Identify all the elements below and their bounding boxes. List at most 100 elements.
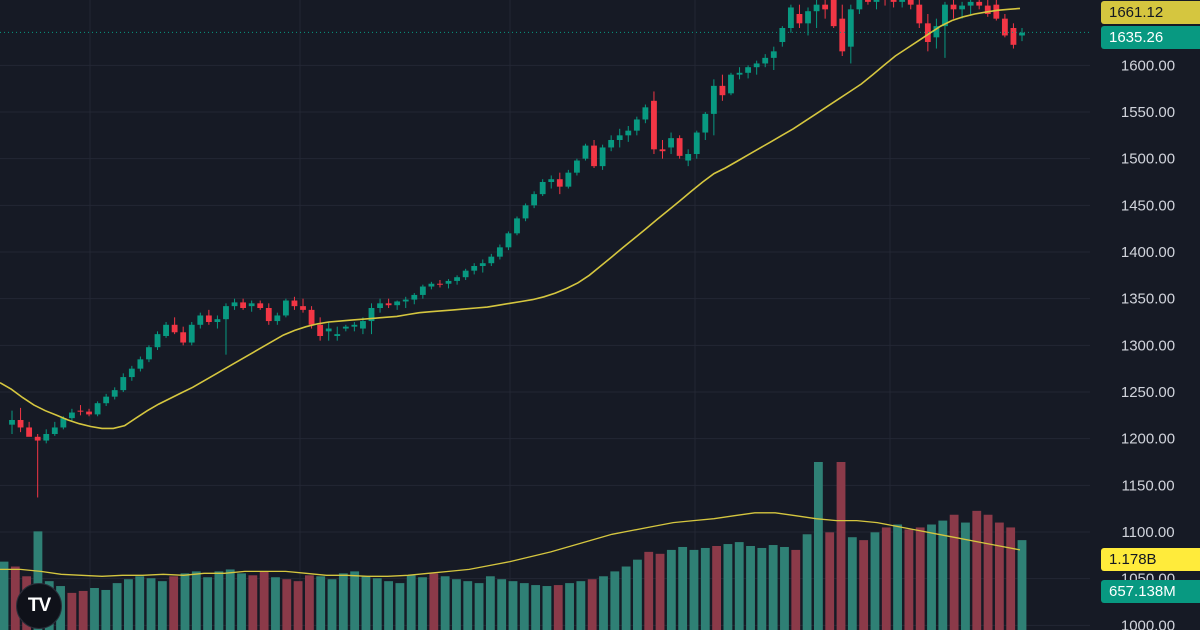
candle-body	[796, 14, 803, 24]
volume-bar	[384, 581, 393, 630]
tradingview-logo-icon[interactable]: TV	[16, 583, 62, 629]
volume-bar	[180, 573, 190, 630]
candle-body	[899, 0, 906, 2]
candle-body	[146, 347, 152, 360]
candle-body	[753, 63, 760, 68]
volume-bar	[191, 571, 201, 630]
candle-body	[522, 205, 529, 219]
candle-body	[967, 1, 974, 6]
candle-body	[693, 132, 700, 154]
volume-bar	[700, 547, 710, 630]
candle-body	[163, 324, 169, 336]
candle-body	[9, 420, 15, 425]
candle-body	[642, 107, 649, 120]
candle-body	[197, 315, 204, 325]
candle-body	[171, 324, 178, 333]
candle-body	[103, 396, 110, 404]
volume-bar	[757, 547, 767, 630]
volume-tag: 657.138M	[1101, 580, 1200, 603]
volume-bar	[780, 546, 789, 630]
candle-body	[942, 4, 948, 27]
candle-body	[496, 247, 503, 257]
price-axis-label: 1150.00	[1121, 477, 1174, 494]
volume-bar	[678, 546, 688, 630]
candle-body	[419, 286, 426, 295]
volume-moving-average	[0, 512, 1021, 577]
volume-bar	[0, 561, 9, 630]
volume-bar	[316, 576, 326, 630]
candle-body	[308, 309, 315, 325]
candle-body	[736, 72, 743, 75]
volume-bar	[565, 583, 574, 630]
candle-body	[60, 418, 67, 428]
price-axis-label: 1600.00	[1121, 57, 1175, 74]
volume-bar	[350, 571, 360, 630]
price-axis-label: 1300.00	[1121, 337, 1175, 354]
price-candles	[9, 0, 1025, 498]
volume-bar	[214, 571, 224, 630]
logo-text: TV	[27, 595, 51, 616]
candle-body	[873, 0, 880, 2]
volume-bar	[859, 540, 869, 630]
volume-bar	[644, 551, 654, 630]
candle-body	[86, 411, 92, 415]
volume-bar	[927, 524, 936, 630]
volume-bar	[169, 576, 179, 630]
candle-body	[574, 160, 580, 173]
candle-body	[342, 326, 349, 329]
candle-body	[26, 427, 33, 437]
candle-body	[745, 67, 752, 73]
candle-body	[548, 179, 555, 182]
volume-bar	[881, 527, 891, 630]
candle-body	[334, 334, 341, 336]
volume-bar	[961, 522, 970, 630]
candle-body	[377, 303, 383, 308]
volume-bar	[734, 542, 744, 630]
candle-body	[488, 256, 495, 264]
candle-body	[1019, 32, 1025, 36]
candle-body	[1001, 18, 1008, 36]
volume-bar	[994, 522, 1004, 630]
candle-body	[659, 149, 666, 152]
candle-body	[625, 130, 632, 136]
candle-body	[907, 0, 914, 5]
volume-bar	[723, 544, 733, 630]
candle-body	[685, 154, 692, 161]
volume-bar	[621, 566, 631, 630]
candle-body	[180, 332, 187, 343]
candle-body	[505, 233, 512, 248]
volume-bar	[361, 576, 371, 630]
volume-bar	[519, 583, 529, 630]
candle-body	[248, 303, 255, 307]
candle-body	[300, 306, 306, 310]
candle-body	[17, 420, 24, 428]
candle-body	[976, 1, 983, 6]
volume-bar	[406, 575, 416, 630]
volume-bar	[825, 532, 835, 630]
volume-bar	[972, 510, 982, 630]
volume-bar	[112, 583, 122, 630]
ma-value-tag: 1661.12	[1101, 1, 1200, 24]
candle-body	[531, 194, 538, 206]
candle-body	[916, 4, 923, 24]
volume-bar	[915, 527, 925, 630]
candle-body	[257, 303, 264, 308]
volume-bar	[67, 592, 77, 630]
volume-bar	[746, 546, 755, 630]
candle-body	[428, 283, 435, 287]
candle-body	[51, 427, 58, 434]
volume-bar	[813, 462, 823, 630]
candle-body	[1010, 28, 1017, 45]
candle-body	[950, 4, 957, 10]
candle-body	[223, 306, 229, 320]
candle-body	[43, 434, 50, 441]
volume-bar	[474, 583, 484, 630]
volume-bar	[802, 534, 812, 630]
candle-body	[839, 18, 846, 52]
candle-body	[805, 11, 811, 24]
price-axis[interactable]: 1600.00 1550.00 1500.00 1450.00 1400.00 1350.…	[1121, 57, 1175, 630]
candle-body	[351, 324, 358, 327]
candle-body	[599, 147, 606, 167]
